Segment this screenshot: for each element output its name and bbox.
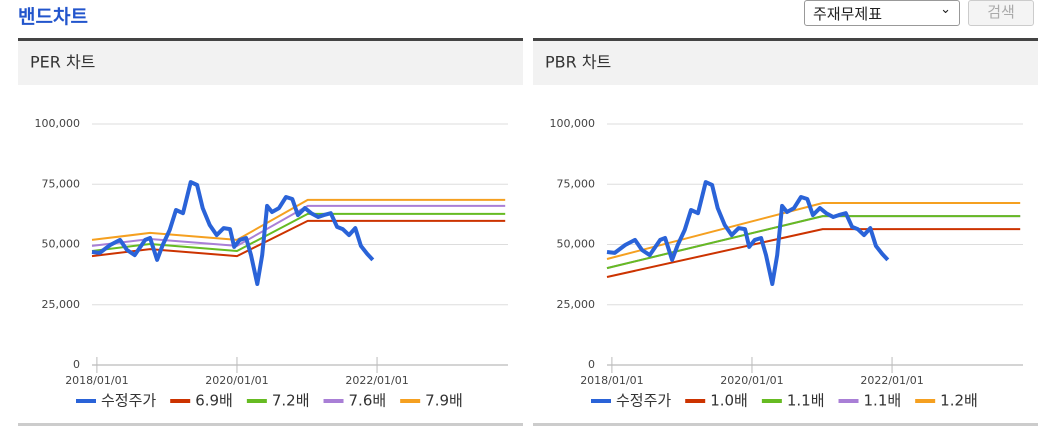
legend-label: 1.0배 <box>710 392 748 410</box>
x-tick-label: 2022/01/01 <box>860 374 923 387</box>
x-tick-label: 2022/01/01 <box>345 374 408 387</box>
series-line <box>606 215 1021 270</box>
y-tick-label: 0 <box>588 358 595 371</box>
legend-label: 수정주가 <box>616 392 671 410</box>
panel-header <box>18 41 523 85</box>
y-tick-label: 100,000 <box>550 117 596 130</box>
panel-header <box>533 41 1038 85</box>
legend-label: 1.2배 <box>940 392 978 410</box>
legend-label: 1.1배 <box>787 392 825 410</box>
y-tick-label: 0 <box>73 358 80 371</box>
y-tick-label: 25,000 <box>557 298 596 311</box>
y-tick-label: 50,000 <box>42 238 81 251</box>
legend-label: 수정주가 <box>101 392 156 410</box>
series-line <box>91 198 506 241</box>
select-arrow: ⌄ <box>940 2 951 17</box>
panel-bottom <box>533 423 1038 426</box>
x-tick-label: 2018/01/01 <box>580 374 643 387</box>
y-tick-label: 25,000 <box>42 298 81 311</box>
x-tick-label: 2020/01/01 <box>205 374 268 387</box>
panel-border <box>533 38 1038 41</box>
chart-title: PER 차트 <box>30 53 95 72</box>
legend-label: 7.9배 <box>425 392 463 410</box>
y-tick-label: 75,000 <box>557 177 596 190</box>
x-tick-label: 2018/01/01 <box>65 374 128 387</box>
chart-title: PBR 차트 <box>545 53 611 72</box>
legend-label: 1.1배 <box>864 392 902 410</box>
panel-bottom <box>18 423 523 426</box>
x-tick-label: 2020/01/01 <box>720 374 783 387</box>
page-title: 밴드차트 <box>18 6 88 28</box>
search-button[interactable]: 검색 <box>968 0 1034 26</box>
panel-border <box>18 38 523 41</box>
y-tick-label: 50,000 <box>557 238 596 251</box>
y-tick-label: 75,000 <box>42 177 81 190</box>
legend-label: 7.6배 <box>349 392 387 410</box>
select-value: 주재무제표 <box>813 5 883 23</box>
legend-label: 6.9배 <box>195 392 233 410</box>
series-line <box>606 180 890 286</box>
series-line <box>91 212 506 252</box>
series-line <box>606 228 1021 278</box>
y-tick-label: 100,000 <box>35 117 81 130</box>
legend-label: 7.2배 <box>272 392 310 410</box>
series-line <box>91 180 375 286</box>
statement-select[interactable]: 주재무제표 ⌄ <box>804 0 960 26</box>
